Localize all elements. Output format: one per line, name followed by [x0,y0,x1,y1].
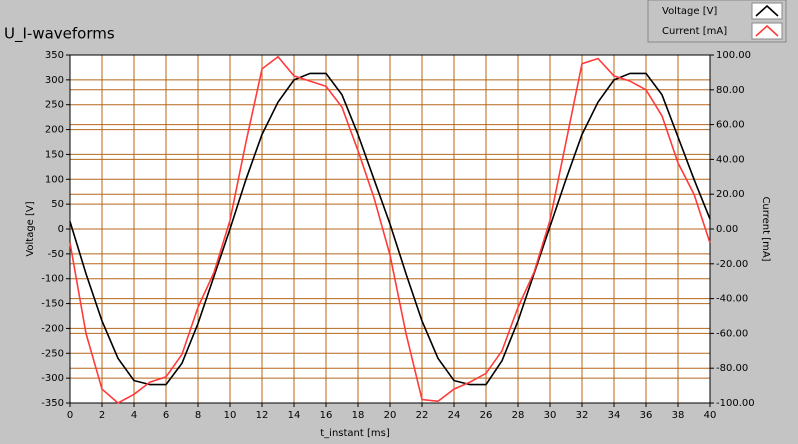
y-tick-label: -250 [41,348,64,359]
y-tick-label: 100 [45,174,64,185]
y-tick-label: -50 [48,249,64,260]
y-tick-label: -200 [41,323,64,334]
y2-tick-label: -100.00 [716,398,755,409]
legend-swatch-box [751,2,783,20]
x-tick-label: 24 [448,410,461,421]
y-axis-label: Voltage [V] [25,201,36,256]
y-tick-label: 250 [45,100,64,111]
y2-tick-label: -60.00 [716,328,748,339]
x-tick-label: 30 [544,410,557,421]
y-tick-label: -150 [41,299,64,310]
x-tick-label: 4 [131,410,137,421]
x-tick-label: 14 [288,410,301,421]
x-tick-label: 18 [352,410,365,421]
y-tick-label: 150 [45,149,64,160]
y2-tick-label: -20.00 [716,259,748,270]
legend-swatch [755,24,779,37]
x-tick-label: 32 [576,410,589,421]
y-tick-label: 0 [58,224,64,235]
x-tick-label: 22 [416,410,429,421]
x-tick-label: 2 [99,410,105,421]
x-tick-label: 6 [163,410,169,421]
y-tick-label: 300 [45,75,64,86]
x-tick-label: 34 [608,410,621,421]
y-tick-label: 200 [45,125,64,136]
legend-swatch [755,4,779,17]
y2-axis-label: Current [mA] [760,196,771,261]
x-tick-label: 28 [512,410,525,421]
x-tick-label: 8 [195,410,201,421]
x-axis-label: t_instant [ms] [320,428,390,439]
x-tick-label: 16 [320,410,333,421]
data-line [69,72,711,386]
y-tick-label: -100 [41,274,64,285]
legend-label: Voltage [V] [662,6,717,17]
x-tick-label: 10 [224,410,237,421]
x-tick-label: 36 [640,410,653,421]
y2-tick-label: 60.00 [716,120,745,131]
x-tick-label: 38 [672,410,685,421]
plot-frame [69,54,711,404]
x-tick-label: 40 [704,410,717,421]
y2-tick-label: 80.00 [716,85,745,96]
y-tick-label: -300 [41,373,64,384]
y-tick-label: 350 [45,50,64,61]
y2-tick-label: -40.00 [716,294,748,305]
x-tick-label: 12 [256,410,269,421]
y2-tick-label: 20.00 [716,189,745,200]
legend-label: Current [mA] [662,26,727,37]
chart-title: U_I-waveforms [4,25,115,44]
legend-swatch-box [751,22,783,40]
y2-tick-label: 0.00 [716,224,738,235]
y2-tick-label: 100.00 [716,50,751,61]
x-tick-label: 20 [384,410,397,421]
y2-tick-label: 40.00 [716,154,745,165]
y2-tick-label: -80.00 [716,363,748,374]
y-tick-label: 50 [51,199,64,210]
data-line [69,55,711,404]
y-tick-label: -350 [41,398,64,409]
x-tick-label: 0 [67,410,73,421]
x-tick-label: 26 [480,410,493,421]
